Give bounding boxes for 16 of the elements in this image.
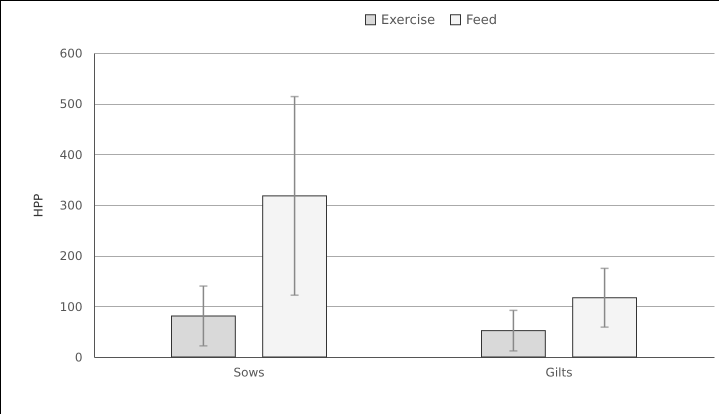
bar [262,195,327,358]
y-tick-label: 300 [60,198,82,212]
x-tick-label: Sows [233,366,265,380]
bar [481,330,546,358]
y-tick-label: 400 [60,148,82,162]
x-tick-label: Gilts [546,366,572,380]
y-tick-label: 500 [60,97,82,112]
y-tick-label: 100 [60,300,82,314]
y-tick-label: 200 [60,249,82,264]
legend-label: Feed [466,12,498,28]
bar [572,297,637,358]
y-tick-label: 0 [74,350,82,364]
bar [171,315,236,358]
legend-label: Exercise [381,12,436,28]
y-tick-label: 600 [60,46,82,60]
y-axis-title: HPP [32,194,46,218]
